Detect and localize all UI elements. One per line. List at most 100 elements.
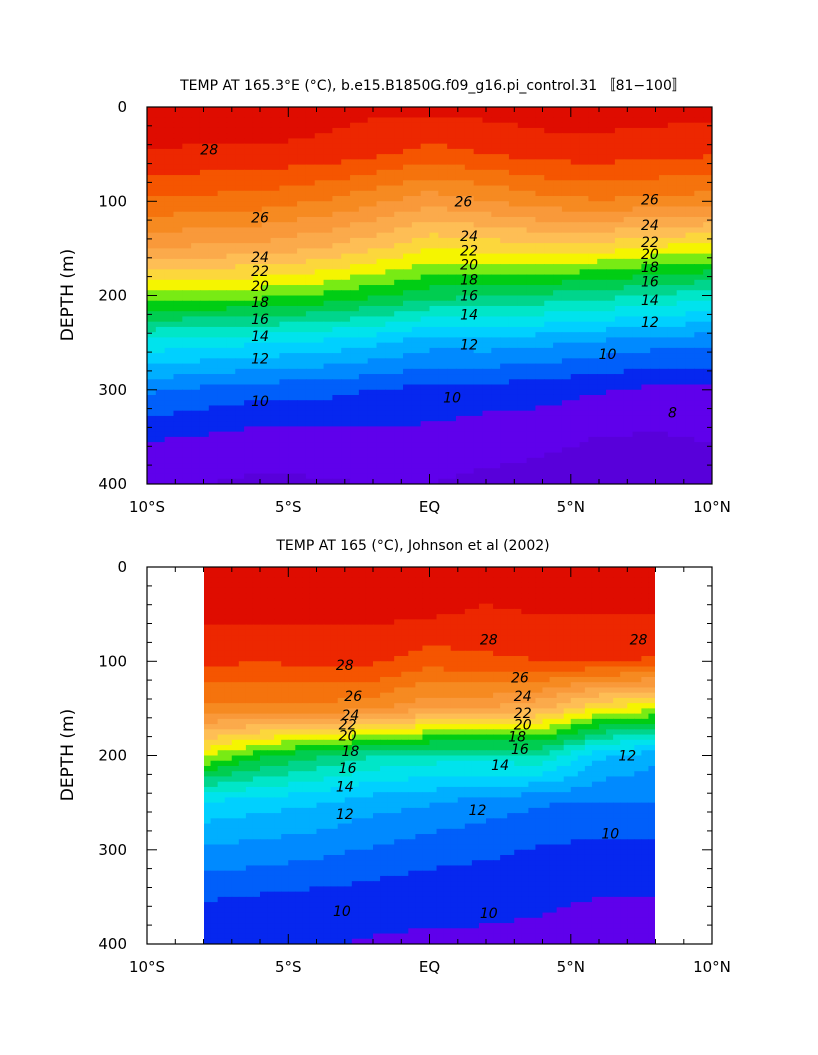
top-contour-cell (244, 447, 254, 454)
top-contour-cell (385, 133, 395, 140)
top-contour-cell (403, 353, 413, 359)
top-contour-cell (297, 164, 307, 171)
top-contour-cell (570, 305, 581, 312)
top-contour-cell (305, 426, 316, 433)
top-contour-cell (508, 232, 519, 239)
top-contour-cell (455, 148, 466, 155)
top-contour-cell (438, 368, 448, 375)
top-contour-cell (500, 394, 510, 401)
top-contour-cell (173, 211, 183, 218)
top-contour-cell (553, 457, 563, 464)
top-contour-cell (173, 457, 183, 464)
top-contour-cell (553, 237, 563, 244)
top-contour-cell (526, 264, 537, 270)
top-contour-cell (261, 285, 272, 291)
top-contour-cell (676, 258, 687, 265)
top-contour-cell (667, 190, 678, 197)
top-contour-cell (191, 237, 201, 244)
top-contour-cell (632, 431, 642, 438)
top-contour-cell (252, 117, 263, 124)
top-contour-cell (191, 122, 201, 129)
top-contour-cell (288, 190, 298, 197)
top-contour-cell (491, 190, 501, 197)
top-contour-cell (164, 117, 175, 124)
top-contour-cell (411, 190, 422, 197)
top-contour-cell (305, 175, 316, 181)
top-contour-cell (667, 436, 678, 443)
top-contour-cell (464, 311, 475, 318)
top-contour-cell (632, 305, 642, 312)
top-contour-cell (641, 138, 651, 145)
top-contour-cell (235, 127, 245, 134)
top-contour-cell (606, 237, 616, 244)
top-contour-cell (199, 222, 210, 229)
top-contour-cell (650, 201, 660, 208)
top-contour-cell (579, 426, 590, 433)
top-contour-cell (455, 206, 466, 213)
top-contour-cell (420, 222, 431, 229)
top-contour-cell (279, 148, 289, 155)
top-contour-cell (544, 248, 554, 255)
top-contour-cell (473, 321, 484, 328)
top-contour-cell (297, 148, 307, 155)
top-contour-cell (561, 305, 572, 312)
top-contour-cell (394, 379, 404, 386)
top-contour-cell (588, 478, 598, 484)
top-contour-cell (385, 127, 395, 134)
top-contour-cell (288, 358, 298, 365)
bottom-contour-cell (443, 577, 452, 584)
top-contour-cell (614, 384, 625, 391)
top-contour-cell (429, 347, 439, 354)
top-contour-cell (694, 436, 704, 443)
top-contour-cell (199, 180, 210, 187)
top-contour-cell (314, 222, 325, 229)
top-contour-cell (147, 431, 157, 438)
top-contour-cell (632, 337, 642, 344)
top-contour-cell (288, 300, 298, 307)
top-contour-cell (217, 211, 228, 218)
top-contour-cell (164, 243, 175, 249)
top-contour-cell (694, 190, 704, 197)
top-contour-cell (252, 196, 263, 202)
top-contour-cell (676, 300, 687, 307)
top-contour-cell (270, 211, 281, 218)
top-contour-cell (641, 196, 651, 202)
top-contour-cell (226, 196, 236, 202)
top-contour-cell (155, 442, 166, 448)
top-contour-cell (597, 431, 607, 438)
top-contour-cell (252, 258, 263, 265)
top-contour-cell (464, 148, 475, 155)
top-contour-cell (403, 227, 413, 234)
top-contour-cell (403, 468, 413, 475)
top-contour-cell (438, 285, 448, 291)
top-contour-cell (561, 222, 572, 229)
top-contour-cell (526, 473, 537, 480)
top-contour-cell (288, 332, 298, 338)
top-contour-cell (191, 368, 201, 375)
top-contour-cell (288, 169, 298, 176)
top-contour-cell (447, 290, 457, 297)
top-contour-cell (659, 442, 669, 448)
top-contour-cell (208, 107, 219, 113)
top-contour-cell (676, 368, 687, 375)
top-contour-cell (623, 243, 634, 249)
top-contour-cell (297, 248, 307, 255)
top-contour-cell (323, 269, 333, 276)
top-contour-cell (182, 253, 192, 260)
top-contour-cell (703, 117, 712, 124)
top-contour-cell (244, 290, 254, 297)
top-contour-cell (473, 353, 484, 359)
top-contour-cell (420, 253, 431, 260)
top-contour-cell (641, 274, 651, 281)
top-contour-cell (244, 384, 254, 391)
top-contour-cell (473, 300, 484, 307)
top-contour-cell (535, 285, 545, 291)
top-contour-cell (411, 394, 422, 401)
top-contour-cell (703, 316, 712, 323)
top-contour-cell (703, 473, 712, 480)
top-contour-cell (244, 248, 254, 255)
bottom-contour-cell (436, 582, 445, 589)
top-contour-cell (641, 300, 651, 307)
top-contour-cell (553, 389, 563, 396)
top-contour-cell (455, 117, 466, 124)
